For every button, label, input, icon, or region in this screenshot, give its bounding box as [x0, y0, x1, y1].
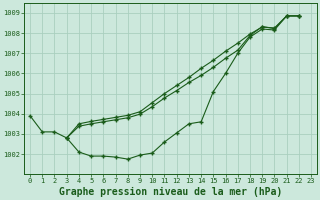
X-axis label: Graphe pression niveau de la mer (hPa): Graphe pression niveau de la mer (hPa) [59, 187, 282, 197]
